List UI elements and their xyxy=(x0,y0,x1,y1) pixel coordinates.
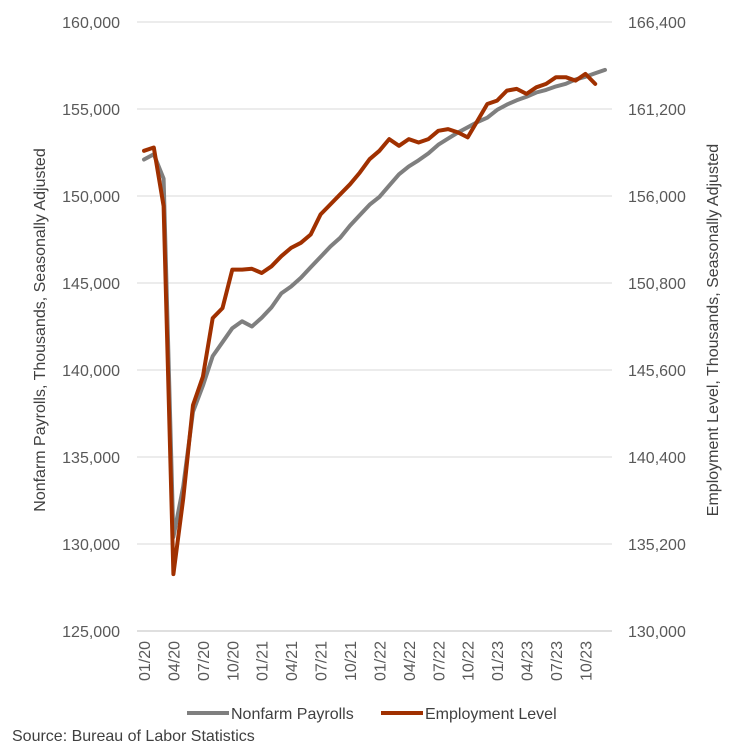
left-tick-label: 155,000 xyxy=(62,102,120,119)
x-tick-label: 07/23 xyxy=(549,641,566,681)
left-tick-label: 135,000 xyxy=(62,450,120,467)
right-tick-label: 166,400 xyxy=(628,15,686,32)
x-tick-label: 04/21 xyxy=(284,641,301,681)
x-tick-label: 10/23 xyxy=(578,641,595,681)
source-note: Source: Bureau of Labor Statistics xyxy=(12,728,255,745)
x-tick-label: 04/20 xyxy=(166,641,183,681)
right-tick-label: 150,800 xyxy=(628,276,686,293)
series-layer xyxy=(142,67,607,577)
left-tick-label: 145,000 xyxy=(62,276,120,293)
grid-layer xyxy=(137,21,612,632)
x-tick-label: 07/21 xyxy=(314,641,331,681)
legend: Nonfarm Payrolls Employment Level xyxy=(187,706,557,723)
x-tick-label: 10/22 xyxy=(461,641,478,681)
left-tick-label: 160,000 xyxy=(62,15,120,32)
legend-label-employment-level: Employment Level xyxy=(425,706,557,723)
right-tick-label: 161,200 xyxy=(628,102,686,119)
series-line-nonfarm-payrolls xyxy=(142,67,607,539)
right-tick-label: 145,600 xyxy=(628,363,686,380)
legend-label-nonfarm-payrolls: Nonfarm Payrolls xyxy=(231,706,354,723)
x-tick-label: 10/20 xyxy=(225,641,242,681)
x-tick-label: 07/20 xyxy=(196,641,213,681)
right-tick-label: 130,000 xyxy=(628,624,686,641)
right-axis-title: Employment Level, Thousands, Seasonally … xyxy=(705,144,722,516)
x-tick-label: 01/21 xyxy=(255,641,272,681)
axis-layer: 125,000 130,000 130,000 135,200 135,000 140,4… xyxy=(62,15,686,681)
left-tick-label: 125,000 xyxy=(62,624,120,641)
x-tick-label: 01/22 xyxy=(372,641,389,681)
x-tick-label: 07/22 xyxy=(431,641,448,681)
x-tick-label: 01/20 xyxy=(137,641,154,681)
x-tick-label: 10/21 xyxy=(343,641,360,681)
series-line-employment-level xyxy=(142,71,598,577)
right-tick-label: 140,400 xyxy=(628,450,686,467)
right-tick-label: 135,200 xyxy=(628,537,686,554)
left-tick-label: 130,000 xyxy=(62,537,120,554)
x-tick-label: 04/23 xyxy=(520,641,537,681)
left-axis-title: Nonfarm Payrolls, Thousands, Seasonally … xyxy=(32,148,49,511)
right-tick-label: 156,000 xyxy=(628,189,686,206)
left-tick-label: 150,000 xyxy=(62,189,120,206)
x-tick-label: 04/22 xyxy=(402,641,419,681)
left-tick-label: 140,000 xyxy=(62,363,120,380)
x-tick-label: 01/23 xyxy=(490,641,507,681)
